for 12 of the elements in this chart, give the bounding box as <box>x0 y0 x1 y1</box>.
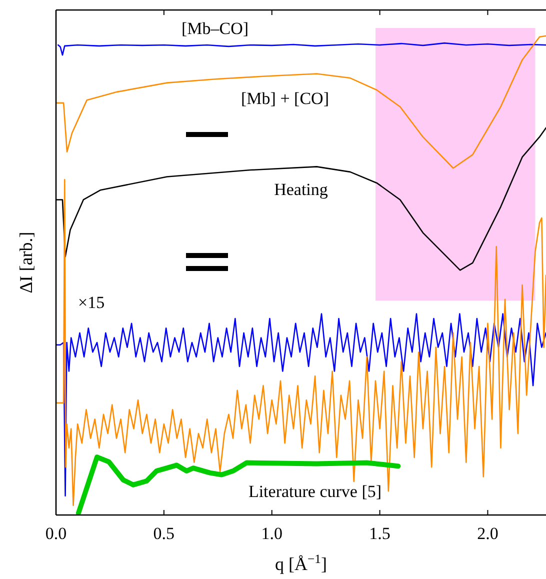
x-tick-label: 1.5 <box>369 524 390 543</box>
series-label: [Mb] + [CO] <box>241 88 329 108</box>
x-tick-label: 1.0 <box>261 524 282 543</box>
annotation: ×15 <box>78 293 105 312</box>
x-tick-label: 0.0 <box>45 524 67 543</box>
series-label: Literature curve [5] <box>248 482 382 501</box>
y-axis-title: ΔI [arb.] <box>16 232 36 294</box>
series-label: [Mb–CO] <box>181 18 249 38</box>
x-tick-label: 2.0 <box>477 524 498 543</box>
x-axis-title: q [Å$^{−1}$] <box>275 552 327 574</box>
series-label: Heating <box>274 180 328 199</box>
x-tick-label: 0.5 <box>153 524 175 543</box>
